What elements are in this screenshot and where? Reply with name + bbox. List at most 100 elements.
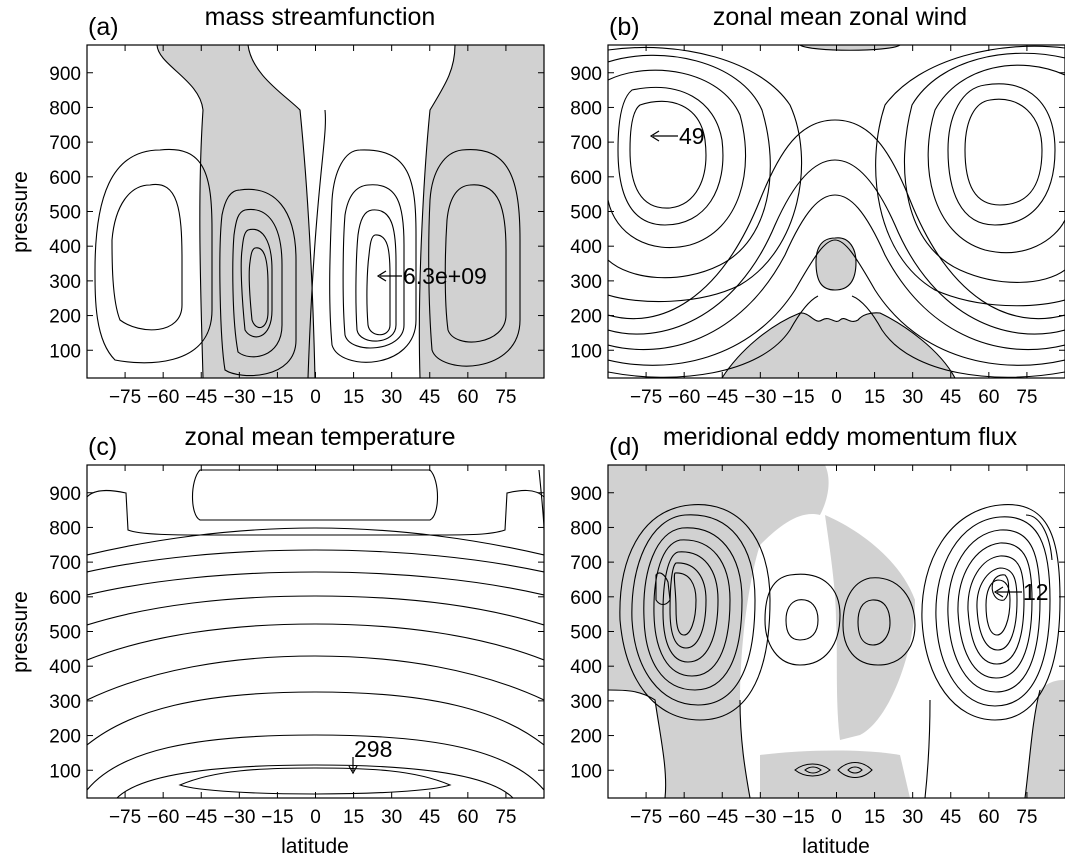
panel-d: (d) meridional eddy momentum flux latitu… — [570, 423, 1065, 858]
y-tick-label: 500 — [570, 203, 602, 224]
x-tick-label: 30 — [902, 387, 923, 408]
panel-c-ticks: −75 −60 −45 −30 −15 0 15 30 45 60 75 100 200 300 400 50… — [49, 465, 544, 828]
y-tick-label: 400 — [570, 657, 602, 678]
panel-a: (a) mass streamfunction pressure — [9, 3, 545, 408]
x-tick-label: −45 — [185, 387, 217, 408]
x-tick-label: −30 — [223, 387, 255, 408]
panel-b-field — [608, 45, 1065, 378]
x-tick-label: 75 — [1016, 807, 1037, 828]
y-tick-label: 700 — [570, 133, 602, 154]
y-tick-label: 500 — [49, 623, 81, 644]
x-tick-label: 15 — [864, 387, 885, 408]
panel-c-annotation-text: 298 — [354, 736, 392, 762]
x-tick-label: −15 — [261, 387, 293, 408]
y-tick-label: 800 — [49, 98, 81, 119]
x-tick-label: −60 — [147, 387, 179, 408]
panel-a-negative-region-south — [157, 45, 315, 378]
panel-b: (b) zonal mean zonal wind — [570, 3, 1065, 408]
x-tick-label: 75 — [495, 387, 516, 408]
panel-a-field — [94, 45, 544, 378]
x-tick-label: −15 — [782, 387, 814, 408]
x-tick-label: −75 — [630, 807, 662, 828]
y-tick-label: 700 — [49, 553, 81, 574]
panel-a-annotation: 6.3e+09 — [376, 263, 487, 289]
x-tick-label: −15 — [261, 807, 293, 828]
panel-d-negative-region-west — [608, 465, 829, 798]
x-tick-label: 45 — [419, 807, 440, 828]
y-tick-label: 300 — [49, 692, 81, 713]
panel-b-annotation-text: 49 — [679, 123, 705, 149]
panel-d-xlabel: latitude — [802, 835, 870, 858]
y-tick-label: 300 — [570, 692, 602, 713]
panel-b-tag: (b) — [609, 13, 640, 41]
y-tick-label: 200 — [49, 307, 81, 328]
y-tick-label: 500 — [570, 623, 602, 644]
x-tick-label: −45 — [706, 807, 738, 828]
x-tick-label: 45 — [419, 387, 440, 408]
panel-d-ticks: −75 −60 −45 −30 −15 0 15 30 45 60 75 100 200 300 400 50… — [570, 465, 1065, 828]
panel-c: (c) zonal mean temperature pressure lati… — [9, 423, 545, 858]
x-tick-label: −30 — [223, 807, 255, 828]
x-tick-label: −60 — [668, 807, 700, 828]
x-tick-label: 75 — [495, 807, 516, 828]
panel-b-annotation: 49 — [649, 123, 705, 149]
panel-a-title: mass streamfunction — [205, 3, 436, 31]
panel-d-field — [608, 465, 1065, 798]
y-tick-label: 600 — [49, 588, 81, 609]
panel-a-ylabel: pressure — [9, 171, 32, 253]
x-tick-label: −75 — [109, 807, 141, 828]
x-tick-label: 60 — [978, 807, 999, 828]
x-tick-label: 15 — [343, 807, 364, 828]
x-tick-label: 45 — [940, 387, 961, 408]
panel-c-tag: (c) — [88, 433, 117, 461]
panel-c-field — [87, 469, 544, 798]
y-tick-label: 100 — [49, 341, 81, 362]
y-tick-label: 900 — [49, 484, 81, 505]
x-tick-label: 15 — [864, 807, 885, 828]
x-tick-label: −60 — [147, 807, 179, 828]
x-tick-label: −30 — [744, 807, 776, 828]
x-tick-label: −15 — [782, 807, 814, 828]
panel-d-tag: (d) — [609, 433, 640, 461]
x-tick-label: −75 — [630, 387, 662, 408]
x-tick-label: 60 — [457, 387, 478, 408]
x-tick-label: −45 — [706, 387, 738, 408]
y-tick-label: 800 — [49, 518, 81, 539]
x-tick-label: 30 — [381, 807, 402, 828]
panel-a-tag: (a) — [88, 13, 119, 41]
panel-c-title: zonal mean temperature — [185, 423, 456, 451]
y-tick-label: 400 — [49, 657, 81, 678]
panel-b-negative-region-surface — [722, 312, 955, 378]
x-tick-label: 60 — [978, 387, 999, 408]
y-tick-label: 200 — [49, 727, 81, 748]
y-tick-label: 300 — [49, 272, 81, 293]
y-tick-label: 800 — [570, 518, 602, 539]
panel-d-annotation-text: 12 — [1023, 579, 1049, 605]
y-tick-label: 400 — [570, 237, 602, 258]
y-tick-label: 900 — [570, 484, 602, 505]
x-tick-label: 30 — [902, 807, 923, 828]
x-tick-label: −30 — [744, 387, 776, 408]
x-tick-label: −60 — [668, 387, 700, 408]
panel-c-ylabel: pressure — [9, 591, 32, 673]
panel-b-ticks: −75 −60 −45 −30 −15 0 15 30 45 60 75 100 200 300 400 50… — [570, 45, 1065, 408]
panel-c-annotation: 298 — [348, 736, 392, 775]
x-tick-label: 0 — [831, 807, 842, 828]
y-tick-label: 700 — [49, 133, 81, 154]
y-tick-label: 100 — [49, 761, 81, 782]
y-tick-label: 600 — [570, 168, 602, 189]
y-tick-label: 900 — [49, 64, 81, 85]
x-tick-label: 0 — [310, 387, 321, 408]
y-tick-label: 600 — [49, 168, 81, 189]
x-tick-label: 0 — [310, 807, 321, 828]
x-tick-label: 45 — [940, 807, 961, 828]
y-tick-label: 500 — [49, 203, 81, 224]
y-tick-label: 200 — [570, 727, 602, 748]
panel-d-negative-region-center — [825, 515, 915, 740]
panel-d-title: meridional eddy momentum flux — [663, 423, 1018, 451]
y-tick-label: 200 — [570, 307, 602, 328]
y-tick-label: 100 — [570, 341, 602, 362]
x-tick-label: 15 — [343, 387, 364, 408]
panel-c-xlabel: latitude — [281, 835, 349, 858]
